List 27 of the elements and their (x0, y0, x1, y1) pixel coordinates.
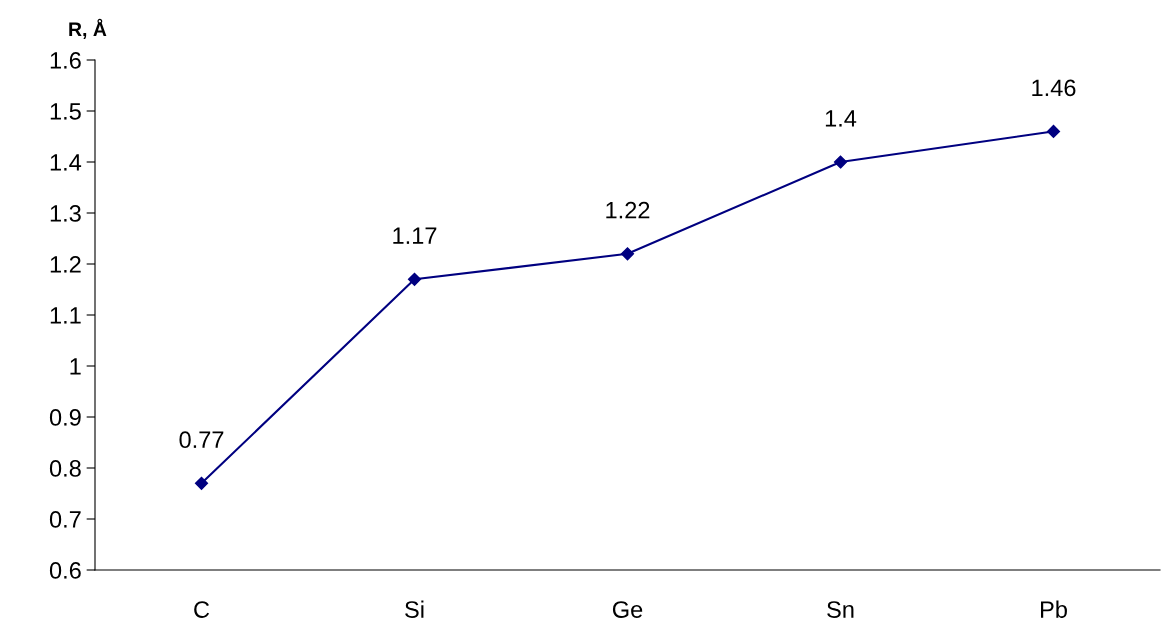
y-tick-label: 0.7 (49, 511, 81, 528)
data-label: 0.77 (179, 431, 224, 449)
y-tick-label: 1.1 (50, 307, 81, 324)
y-tick-label: 1.2 (50, 256, 81, 273)
x-tick-label: Pb (1041, 600, 1067, 618)
point (620, 247, 635, 261)
point (833, 155, 848, 169)
y-tick-label: 0.9 (49, 409, 81, 426)
point (194, 476, 209, 490)
x-tick-label: C (194, 601, 210, 618)
data-label: 1.46 (1032, 79, 1076, 97)
y-tick-label: 0.6 (49, 562, 81, 579)
point (1046, 124, 1061, 138)
point (407, 272, 422, 286)
y-axis-title: R, Å (69, 18, 107, 39)
data-label: 1.4 (825, 110, 857, 127)
x-tick-label: Sn (827, 601, 854, 618)
data-label: 1.22 (606, 201, 650, 219)
x-tick-label: Si (405, 600, 424, 618)
y-tick-label: 1.6 (50, 52, 81, 69)
y-tick-label: 1.3 (50, 205, 81, 222)
y-tick-label: 0.8 (49, 460, 81, 477)
x-tick-label: Ge (612, 601, 643, 618)
y-tick-label: 1 (70, 358, 81, 375)
data-label: 1.17 (393, 227, 437, 244)
y-tick-label: 1.4 (50, 154, 82, 171)
y-tick-label: 1.5 (50, 103, 81, 120)
